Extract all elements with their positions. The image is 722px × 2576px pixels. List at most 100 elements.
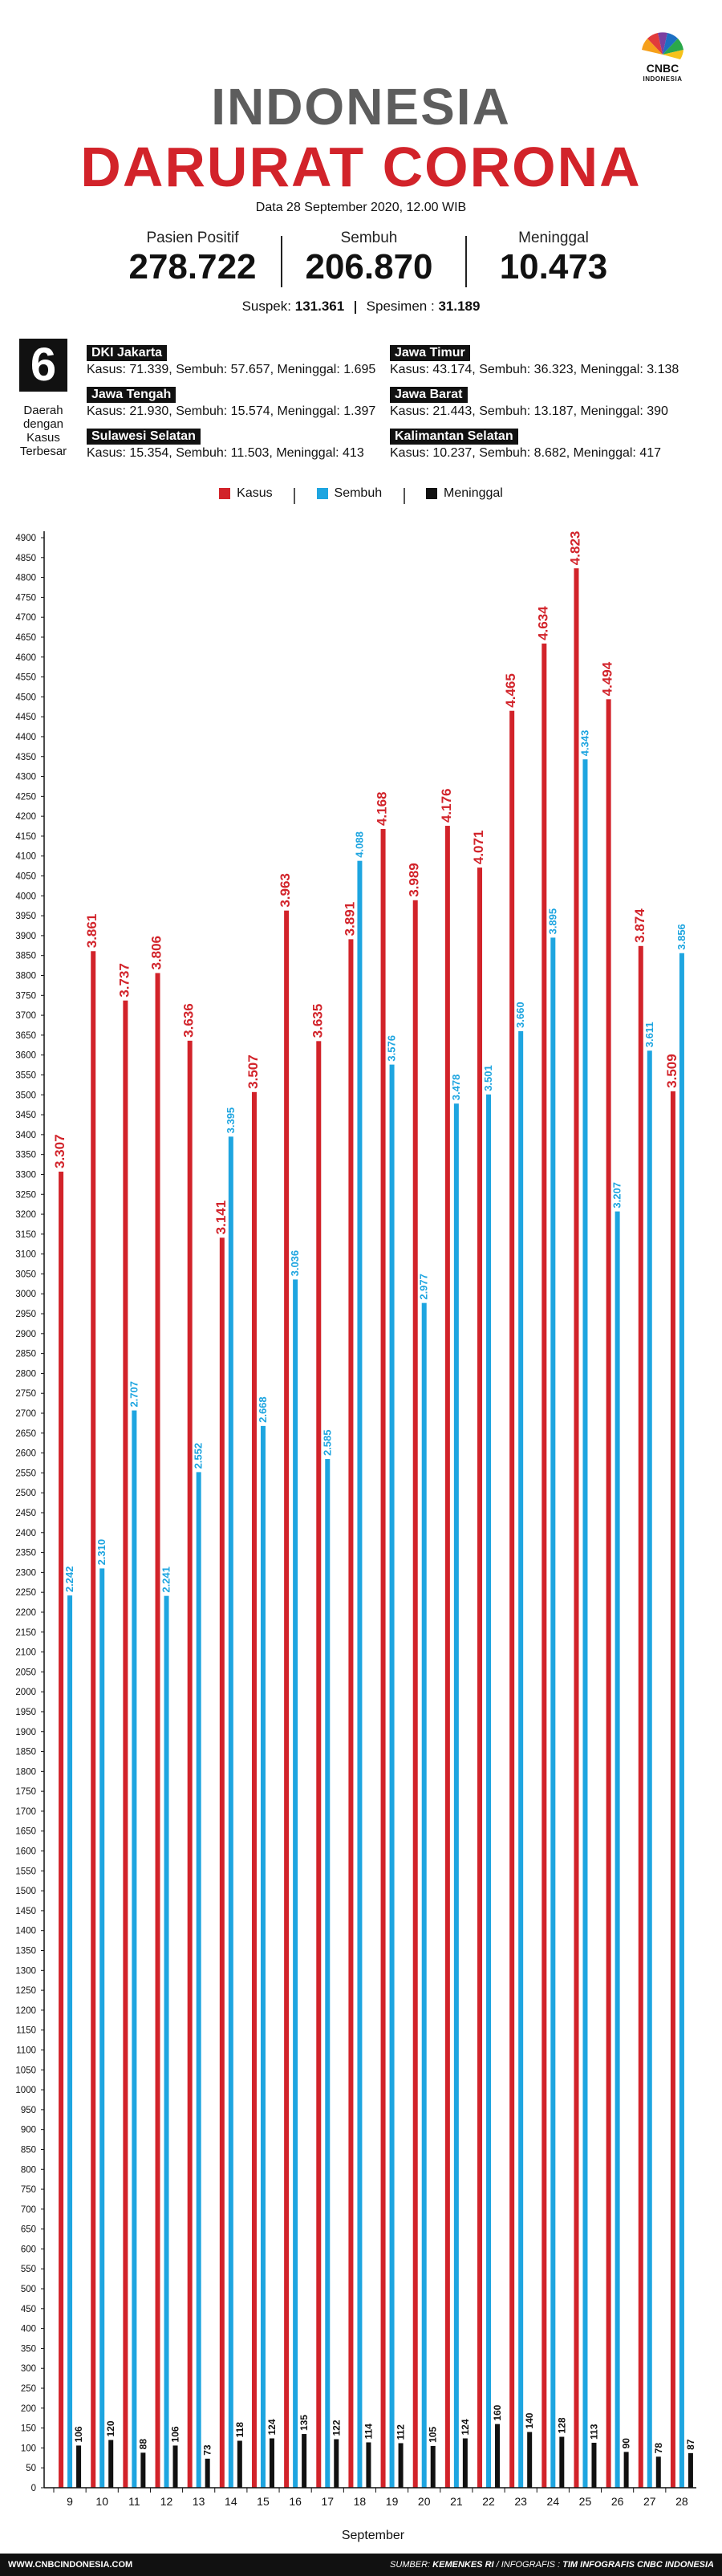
bar-label-sembuh: 2.668 bbox=[257, 1396, 269, 1423]
bar-meninggal bbox=[140, 2452, 146, 2488]
bar-kasus bbox=[123, 1000, 128, 2488]
x-tick-label: 25 bbox=[579, 2495, 592, 2508]
y-tick-label: 3100 bbox=[15, 1250, 36, 1260]
bar-sembuh bbox=[679, 953, 684, 2488]
y-tick-label: 1550 bbox=[15, 1867, 36, 1876]
bar-label-sembuh: 2.241 bbox=[160, 1566, 172, 1593]
bar-sembuh bbox=[486, 1094, 492, 2488]
y-tick-label: 1150 bbox=[16, 2026, 36, 2036]
bar-label-sembuh: 3.856 bbox=[675, 924, 688, 950]
bar-kasus bbox=[574, 568, 579, 2488]
bar-sembuh bbox=[325, 1459, 331, 2488]
bar-label-meninggal: 118 bbox=[234, 2422, 245, 2438]
bar-label-kasus: 3.737 bbox=[116, 963, 132, 997]
bar-label-sembuh: 2.977 bbox=[418, 1274, 430, 1300]
cnbc-logo bbox=[642, 32, 683, 59]
y-tick-label: 2950 bbox=[15, 1310, 36, 1319]
chart-legend: Kasus Sembuh Meninggal bbox=[0, 486, 722, 504]
y-tick-label: 2400 bbox=[15, 1529, 36, 1538]
suspek-divider bbox=[354, 300, 356, 314]
bar-kasus bbox=[316, 1041, 322, 2488]
bar-label-meninggal: 73 bbox=[202, 2444, 213, 2456]
y-tick-label: 600 bbox=[21, 2245, 36, 2254]
x-tick-label: 14 bbox=[225, 2495, 237, 2508]
bar-label-meninggal: 128 bbox=[556, 2417, 567, 2433]
bar-sembuh bbox=[293, 1279, 298, 2488]
legend-label: Kasus bbox=[237, 486, 273, 500]
y-tick-label: 2100 bbox=[15, 1648, 36, 1658]
y-tick-label: 200 bbox=[21, 2404, 36, 2414]
y-tick-label: 3250 bbox=[15, 1190, 36, 1200]
y-tick-label: 3800 bbox=[15, 972, 36, 981]
bar-label-sembuh: 3.576 bbox=[386, 1035, 398, 1062]
region-info: Kasus: 43.174, Sembuh: 36.323, Meninggal… bbox=[390, 363, 679, 376]
y-tick-label: 1400 bbox=[15, 1927, 36, 1936]
stat-positif: Pasien Positif 278.722 bbox=[96, 230, 289, 287]
stat-label: Meninggal bbox=[518, 230, 589, 246]
bar-label-meninggal: 113 bbox=[588, 2424, 599, 2440]
legend-swatch bbox=[219, 488, 231, 499]
suspek-line: Suspek: 131.361 Spesimen : 31.189 bbox=[0, 299, 722, 315]
bar-label-sembuh: 2.242 bbox=[63, 1566, 75, 1593]
region-item: Kalimantan Selatan Kasus: 10.237, Sembuh… bbox=[390, 429, 695, 461]
y-tick-label: 2750 bbox=[15, 1389, 36, 1399]
footer-credit-label: / INFOGRAFIS : bbox=[496, 2560, 561, 2570]
region-name: Kalimantan Selatan bbox=[390, 429, 518, 445]
bar-label-meninggal: 112 bbox=[395, 2424, 407, 2440]
y-tick-label: 4650 bbox=[15, 633, 36, 643]
spesimen-label: Spesimen : bbox=[366, 299, 435, 314]
bar-label-kasus: 3.509 bbox=[664, 1054, 679, 1088]
bar-label-sembuh: 2.707 bbox=[128, 1381, 140, 1408]
date-text: Data 28 September 2020, 12.00 WIB bbox=[255, 201, 467, 214]
bar-label-kasus: 3.635 bbox=[310, 1004, 325, 1038]
y-tick-label: 2150 bbox=[15, 1628, 36, 1638]
region-name: Jawa Tengah bbox=[87, 387, 176, 403]
bar-label-meninggal: 140 bbox=[524, 2412, 535, 2428]
y-tick-label: 1200 bbox=[15, 2006, 36, 2016]
bar-label-sembuh: 3.478 bbox=[450, 1075, 462, 1101]
region-name: Jawa Timur bbox=[390, 345, 470, 361]
bar-label-sembuh: 3.895 bbox=[546, 908, 558, 935]
y-tick-label: 3000 bbox=[15, 1290, 36, 1299]
bar-label-sembuh: 3.660 bbox=[514, 1002, 526, 1028]
y-tick-label: 3400 bbox=[15, 1131, 36, 1140]
y-tick-label: 400 bbox=[21, 2325, 36, 2334]
bar-kasus bbox=[380, 829, 386, 2488]
bar-kasus bbox=[606, 699, 611, 2489]
y-tick-label: 1300 bbox=[15, 1966, 36, 1976]
y-tick-label: 4300 bbox=[15, 773, 36, 782]
spesimen-value: 31.189 bbox=[438, 299, 481, 314]
y-tick-label: 3500 bbox=[15, 1091, 36, 1100]
logo-subtitle: INDONESIA bbox=[643, 75, 683, 83]
bar-meninggal bbox=[559, 2436, 565, 2488]
y-tick-label: 4100 bbox=[15, 852, 36, 862]
bar-label-kasus: 3.891 bbox=[342, 902, 357, 937]
bar-meninggal bbox=[495, 2424, 501, 2488]
bar-sembuh bbox=[260, 1425, 266, 2488]
bar-label-meninggal: 124 bbox=[460, 2419, 471, 2435]
bar-label-meninggal: 106 bbox=[73, 2426, 84, 2442]
bar-meninggal bbox=[108, 2440, 114, 2488]
bar-kasus bbox=[284, 910, 290, 2488]
x-tick-label: 11 bbox=[128, 2495, 140, 2508]
bar-label-sembuh: 3.207 bbox=[611, 1182, 623, 1209]
bar-sembuh bbox=[196, 1472, 201, 2488]
suspek-label: Suspek: bbox=[241, 299, 291, 314]
y-tick-label: 4850 bbox=[15, 554, 36, 563]
bar-sembuh bbox=[164, 1595, 169, 2488]
y-tick-label: 3950 bbox=[15, 912, 36, 921]
bar-meninggal bbox=[398, 2443, 404, 2488]
y-tick-label: 150 bbox=[21, 2424, 36, 2434]
bar-label-meninggal: 88 bbox=[137, 2439, 148, 2450]
bar-label-sembuh: 3.036 bbox=[289, 1250, 301, 1277]
y-tick-label: 2650 bbox=[15, 1429, 36, 1439]
bar-kasus bbox=[348, 939, 354, 2488]
x-tick-label: 24 bbox=[547, 2495, 560, 2508]
region-item: Jawa Timur Kasus: 43.174, Sembuh: 36.323… bbox=[390, 345, 695, 377]
y-tick-label: 700 bbox=[21, 2205, 36, 2215]
y-tick-label: 4550 bbox=[15, 673, 36, 683]
region-info: Kasus: 21.930, Sembuh: 15.574, Meninggal… bbox=[87, 404, 376, 418]
bar-sembuh bbox=[647, 1050, 652, 2488]
footer-credit: TIM INFOGRAFIS CNBC INDONESIA bbox=[562, 2560, 714, 2570]
y-tick-label: 450 bbox=[21, 2305, 36, 2314]
